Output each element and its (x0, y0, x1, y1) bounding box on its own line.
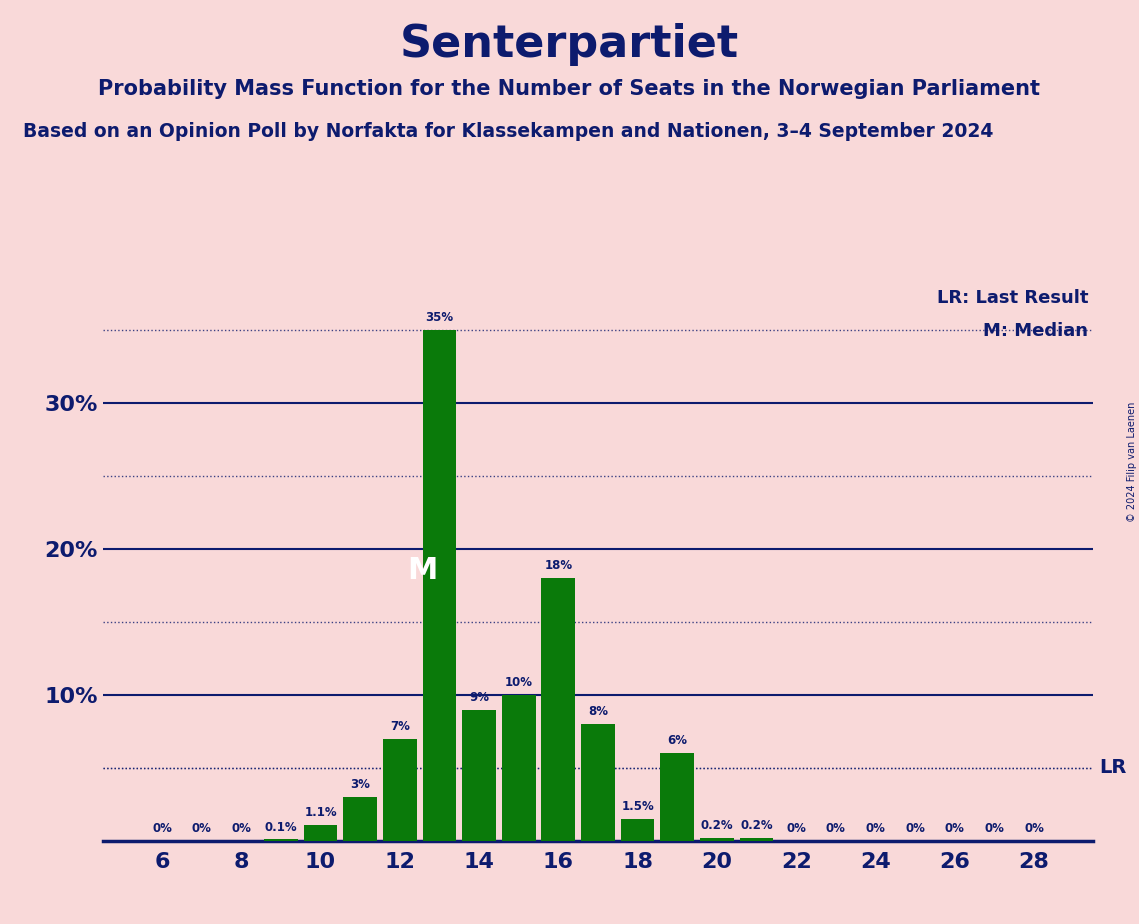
Text: 0%: 0% (231, 822, 252, 835)
Text: M: Median: M: Median (983, 322, 1089, 340)
Text: 0%: 0% (191, 822, 212, 835)
Bar (304, 825, 337, 841)
Bar (264, 839, 297, 841)
Text: 0%: 0% (944, 822, 965, 835)
Text: 10%: 10% (505, 676, 533, 689)
Text: Probability Mass Function for the Number of Seats in the Norwegian Parliament: Probability Mass Function for the Number… (98, 79, 1041, 99)
Text: 18%: 18% (544, 559, 573, 572)
Bar (621, 819, 655, 841)
Text: 0.2%: 0.2% (740, 819, 773, 833)
Text: 0%: 0% (826, 822, 846, 835)
Text: M: M (408, 556, 439, 586)
Text: 0.2%: 0.2% (700, 819, 734, 833)
Text: LR: Last Result: LR: Last Result (937, 289, 1089, 307)
Text: 0%: 0% (906, 822, 925, 835)
Text: Based on an Opinion Poll by Norfakta for Klassekampen and Nationen, 3–4 Septembe: Based on an Opinion Poll by Norfakta for… (23, 122, 993, 141)
Bar (423, 330, 457, 841)
Text: LR: LR (1099, 759, 1126, 777)
Text: 9%: 9% (469, 691, 489, 704)
Text: 35%: 35% (425, 311, 453, 324)
Text: 7%: 7% (390, 720, 410, 733)
Text: 0%: 0% (866, 822, 885, 835)
Text: 0.1%: 0.1% (264, 821, 297, 833)
Bar (462, 710, 495, 841)
Text: 0%: 0% (151, 822, 172, 835)
Bar (383, 738, 417, 841)
Text: 8%: 8% (588, 705, 608, 718)
Bar (502, 695, 535, 841)
Text: 3%: 3% (350, 778, 370, 791)
Bar (661, 753, 694, 841)
Bar (581, 724, 615, 841)
Bar (343, 797, 377, 841)
Text: 0%: 0% (984, 822, 1005, 835)
Bar (739, 838, 773, 841)
Bar (541, 578, 575, 841)
Text: Senterpartiet: Senterpartiet (400, 23, 739, 67)
Text: 1.5%: 1.5% (621, 800, 654, 813)
Text: © 2024 Filip van Laenen: © 2024 Filip van Laenen (1126, 402, 1137, 522)
Text: 0%: 0% (1024, 822, 1044, 835)
Bar (700, 838, 734, 841)
Text: 1.1%: 1.1% (304, 806, 337, 819)
Text: 0%: 0% (786, 822, 806, 835)
Text: 6%: 6% (667, 735, 687, 748)
